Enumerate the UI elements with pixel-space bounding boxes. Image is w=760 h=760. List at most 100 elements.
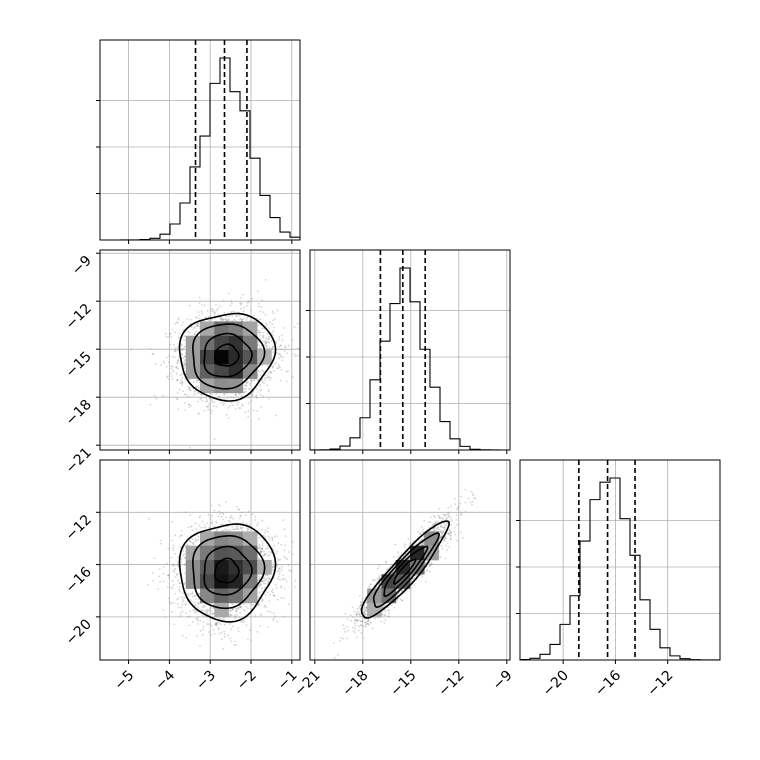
- scatter-point: [173, 623, 176, 626]
- scatter-point: [271, 323, 274, 326]
- scatter-point: [262, 340, 264, 343]
- scatter-point: [291, 553, 294, 556]
- scatter-point: [185, 602, 188, 605]
- scatter-point: [189, 514, 192, 517]
- scatter-point: [283, 597, 285, 600]
- scatter-point: [177, 565, 180, 568]
- scatter-point: [263, 553, 266, 556]
- scatter-point: [231, 526, 234, 528]
- scatter-point: [205, 623, 208, 625]
- scatter-point: [268, 348, 271, 350]
- scatter-point: [193, 601, 196, 604]
- scatter-point: [276, 550, 278, 553]
- scatter-point: [261, 379, 263, 382]
- scatter-point: [184, 556, 186, 559]
- scatter-point: [225, 315, 227, 318]
- scatter-point: [235, 609, 237, 612]
- scatter-point: [181, 343, 183, 346]
- scatter-point: [182, 329, 185, 331]
- scatter-point: [294, 585, 297, 588]
- scatter-point: [251, 391, 254, 394]
- scatter-point: [267, 555, 269, 557]
- scatter-point: [209, 408, 212, 411]
- scatter-point: [265, 578, 267, 581]
- scatter-point: [174, 552, 177, 555]
- contour-0-1-3: [213, 343, 240, 367]
- scatter-point: [188, 624, 191, 627]
- scatter-point: [227, 634, 230, 637]
- scatter-point: [197, 602, 200, 605]
- scatter-point: [260, 388, 263, 391]
- scatter-point: [257, 305, 260, 308]
- scatter-point: [261, 543, 264, 545]
- scatter-point: [257, 547, 259, 550]
- scatter-point: [166, 376, 168, 378]
- scatter-point: [263, 605, 266, 608]
- scatter-point: [190, 525, 192, 528]
- scatter-point: [261, 548, 264, 551]
- scatter-point: [265, 348, 268, 351]
- scatter-point: [172, 570, 174, 572]
- scatter-point: [178, 588, 181, 591]
- scatter-point: [184, 409, 187, 411]
- scatter-point: [294, 355, 297, 358]
- scatter-point: [197, 538, 200, 541]
- scatter-point: [281, 334, 284, 337]
- scatter-point: [218, 395, 220, 398]
- scatter-point: [183, 364, 186, 367]
- scatter-point: [259, 347, 261, 350]
- scatter-point: [210, 412, 212, 415]
- scatter-point: [265, 337, 267, 340]
- scatter-point: [248, 388, 250, 391]
- scatter-point: [191, 592, 194, 595]
- scatter-point: [257, 558, 260, 561]
- scatter-point: [216, 307, 219, 310]
- scatter-point: [182, 600, 185, 603]
- scatter-point: [189, 389, 192, 392]
- contour-0-1-2: [203, 332, 253, 378]
- scatter-point: [258, 385, 261, 388]
- scatter-point: [265, 340, 268, 343]
- scatter-point: [180, 606, 183, 609]
- scatter-point: [202, 628, 204, 631]
- scatter-point: [258, 585, 261, 588]
- scatter-point: [176, 564, 179, 566]
- scatter-point: [235, 528, 238, 530]
- scatter-point: [270, 339, 273, 342]
- scatter-point: [172, 584, 175, 587]
- scatter-point: [196, 324, 199, 327]
- scatter-point: [272, 612, 275, 614]
- scatter-point: [240, 394, 243, 397]
- scatter-point: [267, 577, 269, 580]
- scatter-point: [239, 514, 242, 517]
- scatter-point: [219, 504, 222, 507]
- scatter-point: [251, 393, 254, 396]
- scatter-point: [177, 318, 180, 321]
- scatter-point: [267, 581, 270, 584]
- scatter-point: [211, 520, 214, 523]
- scatter-point: [194, 540, 197, 543]
- scatter-point: [217, 515, 220, 518]
- scatter-point: [212, 405, 215, 407]
- scatter-point: [275, 552, 277, 555]
- scatter-point: [258, 604, 260, 606]
- scatter-point: [266, 324, 268, 327]
- scatter-point: [276, 620, 279, 623]
- scatter-point: [183, 345, 186, 348]
- scatter-point: [178, 582, 181, 584]
- scatter-point: [210, 521, 213, 524]
- scatter-point: [172, 549, 175, 551]
- scatter-point: [283, 556, 286, 558]
- scatter-point: [201, 520, 204, 523]
- scatter-point: [201, 606, 204, 608]
- scatter-point: [265, 552, 267, 555]
- scatter-point: [232, 404, 235, 407]
- scatter-point: [258, 329, 261, 332]
- scatter-point: [259, 345, 261, 347]
- scatter-point: [277, 569, 280, 572]
- scatter-point: [176, 380, 179, 382]
- scatter-point: [211, 319, 213, 321]
- scatter-point: [267, 365, 270, 367]
- scatter-point: [187, 403, 190, 406]
- scatter-point: [223, 402, 225, 405]
